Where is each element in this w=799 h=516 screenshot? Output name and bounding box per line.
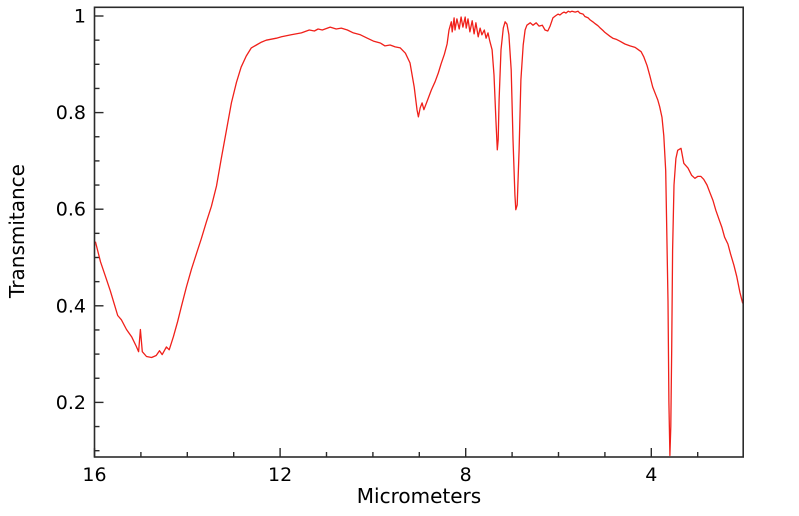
x-tick-label: 8 (460, 464, 472, 486)
curve-layer (94, 10, 744, 457)
y-tick-label: 1 (74, 6, 86, 28)
y-tick-label: 0.2 (56, 392, 86, 414)
y-tick-label: 0.8 (56, 102, 86, 124)
y-axis-title: Transmitance (5, 164, 29, 299)
plot-frame (93, 6, 745, 458)
x-tick-label: 4 (645, 464, 657, 486)
x-tick-label: 16 (82, 464, 106, 486)
y-tick-label: 0.4 (56, 295, 86, 317)
x-tick-label: 12 (268, 464, 292, 486)
axis-ticks (93, 15, 699, 457)
x-axis-title: Micrometers (357, 484, 481, 508)
y-tick-label: 0.6 (56, 199, 86, 221)
axis-tick-labels: 16 12 8 4 1 0.8 0.6 0.4 0.2 (56, 6, 658, 487)
transmittance-spectrum-curve (94, 10, 744, 457)
